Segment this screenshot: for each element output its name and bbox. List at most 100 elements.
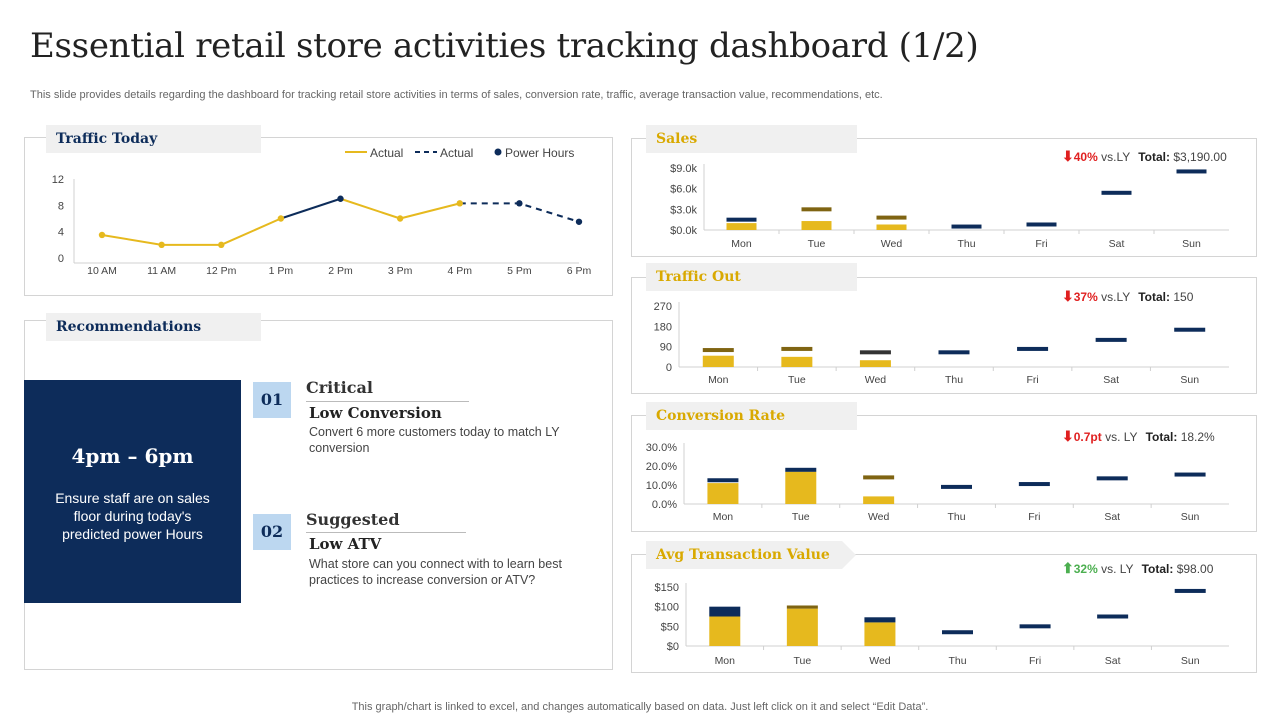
sales-total-label: Total: — [1138, 150, 1171, 164]
page-subtitle: This slide provides details regarding th… — [30, 89, 883, 101]
rec-number-badge: 02 — [253, 514, 291, 550]
conversion-total-label: Total: — [1145, 430, 1178, 444]
x-tick-label: Mon — [708, 374, 729, 386]
x-tick-label: 11 AM — [147, 265, 176, 277]
target-marker — [942, 630, 973, 635]
traffic-out-change: 37% — [1073, 290, 1098, 304]
y-tick-label: $150 — [655, 582, 679, 594]
target-marker — [726, 217, 757, 222]
target-marker — [876, 215, 907, 220]
x-tick-label: 4 Pm — [447, 265, 472, 277]
bar — [786, 608, 818, 646]
y-tick-label: 20.0% — [646, 461, 677, 473]
data-point — [218, 241, 225, 249]
traffic-legend-actual-dashed: Actual — [440, 146, 474, 160]
target-marker — [1097, 614, 1129, 619]
sales-change: 40% — [1073, 150, 1098, 164]
bar — [863, 496, 895, 504]
traffic-out-panel — [631, 277, 1257, 394]
y-tick-label: 0 — [666, 362, 672, 374]
rec-subheading: Low Conversion — [309, 404, 442, 422]
x-tick-label: Tue — [792, 511, 810, 523]
x-tick-label: Sat — [1109, 238, 1125, 250]
traffic-out-chart: 0 90 180 270 Mon Tue Wed Thu Fri Sat Sun — [654, 301, 1229, 386]
conversion-chart: 0.0% 10.0% 20.0% 30.0% Mon Tue Wed Thu Fri Sat Sun — [646, 442, 1229, 523]
atv-vs-label: vs. LY — [1101, 562, 1134, 576]
target-marker — [1174, 472, 1206, 477]
sales-vs-label: vs.LY — [1101, 150, 1131, 164]
y-tick-label: 180 — [654, 321, 672, 333]
data-point — [456, 200, 463, 207]
atv-chart: $0 $50 $100 $150 Mon Tue Wed Thu Fri Sat Sun — [655, 582, 1229, 667]
sales-tab: Sales — [646, 125, 857, 153]
bar — [726, 223, 757, 230]
target-marker — [1017, 346, 1049, 351]
bar-stack — [709, 606, 741, 617]
y-tick-label: 0 — [58, 253, 64, 265]
data-point — [158, 241, 165, 249]
sales-kpi: ⬇40% vs.LY Total: $3,190.00 — [1062, 148, 1227, 165]
target-marker — [951, 224, 982, 229]
target-marker — [1026, 222, 1057, 227]
x-tick-label: 12 Pm — [206, 265, 237, 277]
x-tick-label: Tue — [788, 374, 806, 386]
rec-heading-suggested: Suggested — [306, 510, 400, 529]
bar — [785, 471, 817, 504]
x-tick-label: Sat — [1105, 655, 1121, 667]
bar — [801, 221, 832, 230]
y-tick-label: 90 — [660, 342, 672, 354]
x-tick-label: Sun — [1180, 374, 1199, 386]
y-tick-label: $6.0k — [670, 184, 697, 196]
bar — [876, 224, 907, 230]
sales-chart: $0.0k $3.0k $6.0k $9.0k Mon Tue Wed Thu Fri Sat Su… — [670, 163, 1229, 250]
y-tick-label: $100 — [655, 602, 679, 614]
y-tick-label: 4 — [58, 227, 64, 239]
sales-total: $3,190.00 — [1173, 150, 1227, 164]
conversion-kpi: ⬇0.7pt vs. LY Total: 18.2% — [1062, 428, 1215, 445]
bar-stack — [864, 617, 896, 623]
rec-number-badge: 01 — [253, 382, 291, 418]
y-tick-label: 12 — [52, 174, 64, 186]
bar — [859, 360, 891, 367]
power-hour-point — [516, 200, 523, 207]
traffic-out-vs-label: vs.LY — [1101, 290, 1131, 304]
atv-total: $98.00 — [1176, 562, 1214, 576]
traffic-legend-solid-swatch — [345, 151, 367, 153]
x-tick-label: 3 Pm — [388, 265, 413, 277]
y-tick-label: 0.0% — [652, 499, 677, 511]
x-tick-label: Tue — [808, 238, 826, 250]
atv-total-label: Total: — [1141, 562, 1174, 576]
rec-description: Convert 6 more customers today to match … — [309, 425, 560, 455]
x-tick-label: Sun — [1182, 238, 1201, 250]
x-tick-label: Thu — [948, 655, 966, 667]
target-marker — [863, 475, 895, 480]
data-point — [396, 215, 404, 222]
x-tick-label: Thu — [945, 374, 963, 386]
target-marker — [938, 350, 970, 355]
x-tick-label: Wed — [865, 374, 887, 386]
y-tick-label: $3.0k — [670, 204, 697, 216]
rec-subheading: Low ATV — [309, 535, 382, 553]
x-tick-label: Wed — [869, 655, 891, 667]
x-tick-label: 5 Pm — [507, 265, 532, 277]
page-footer: This graph/chart is linked to excel, and… — [351, 701, 929, 713]
down-arrow-icon: ⬇ — [1062, 148, 1074, 164]
x-tick-label: Sat — [1103, 374, 1119, 386]
target-marker — [1101, 190, 1132, 195]
rec-heading-critical: Critical — [306, 378, 373, 397]
traffic-out-total-label: Total: — [1138, 290, 1171, 304]
y-tick-label: 270 — [654, 301, 672, 313]
bar — [864, 622, 896, 646]
conversion-change: 0.7pt — [1073, 430, 1102, 444]
atv-tab: Avg Transaction Value — [646, 541, 842, 569]
data-point — [98, 231, 106, 239]
traffic-out-total: 150 — [1173, 290, 1194, 304]
bar — [781, 356, 813, 367]
target-marker — [1095, 337, 1127, 342]
traffic-today-tab: Traffic Today — [46, 125, 261, 153]
target-marker — [941, 484, 972, 489]
x-tick-label: 6 Pm — [567, 265, 592, 277]
target-marker — [859, 350, 891, 355]
conversion-panel — [631, 415, 1257, 532]
series-line-actual — [101, 217, 282, 246]
